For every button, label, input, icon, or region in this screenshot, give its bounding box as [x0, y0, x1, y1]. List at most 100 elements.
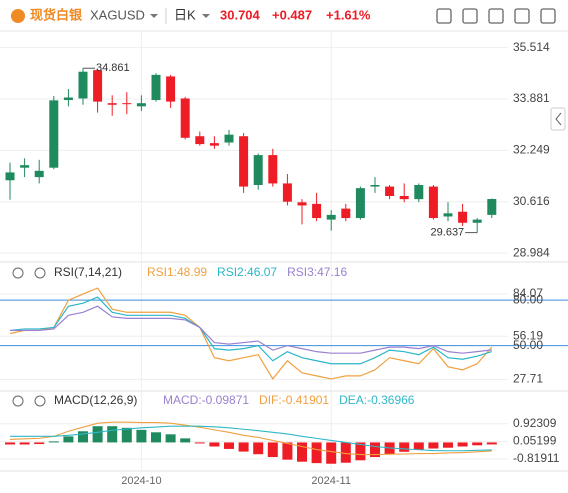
y-tick-label: 35.514	[513, 40, 550, 54]
candle-body	[312, 203, 322, 219]
macd-line	[10, 425, 492, 452]
logo-icon	[11, 9, 25, 23]
candle-body	[5, 172, 15, 181]
macd-bar	[399, 442, 410, 452]
macd-bar	[107, 426, 118, 443]
side-toggle[interactable]	[550, 107, 566, 131]
tool-icon[interactable]	[488, 8, 504, 24]
eye-icon[interactable]	[12, 395, 24, 407]
macd-bar	[457, 442, 468, 447]
macd-bar	[121, 427, 132, 443]
macd-bar	[297, 442, 307, 462]
candle-body	[355, 188, 365, 219]
candle-body	[63, 97, 73, 101]
header: 现货白银 XAGUSD 日K 30.704 +0.487 +1.61%	[0, 7, 568, 32]
tool-icon[interactable]	[462, 8, 478, 24]
candle-body	[224, 134, 234, 143]
candle-body	[151, 74, 161, 101]
macd-bar	[48, 441, 59, 443]
macd-bar	[311, 442, 322, 464]
macd-bar	[194, 442, 205, 444]
settings-icon[interactable]	[34, 395, 46, 407]
macd-bar	[92, 426, 103, 443]
annotation: 29.637	[431, 227, 465, 239]
macd-bar	[428, 442, 439, 449]
y-tick-label: 30.616	[513, 194, 550, 208]
macd-bar	[326, 442, 337, 464]
settings-icon[interactable]	[34, 267, 46, 279]
macd-bar	[209, 442, 220, 447]
macd-bar	[19, 442, 30, 445]
candle-body	[180, 98, 190, 138]
macd-bar	[355, 442, 366, 461]
macd-bar	[413, 442, 424, 450]
macd-bar	[486, 442, 497, 445]
macd-bar	[78, 431, 88, 443]
logo-text: 现货白银	[30, 7, 83, 22]
y-tick-label: 27.71	[513, 372, 543, 386]
macd-header: MACD(12,26,9)	[12, 393, 137, 407]
panel-title: RSI(7,14,21)	[54, 265, 122, 279]
x-tick-label: 2024-11	[311, 475, 351, 487]
fullscreen-icon[interactable]	[540, 8, 556, 24]
candle-body	[107, 103, 117, 105]
candle-body	[326, 214, 336, 220]
period[interactable]: 日K	[174, 7, 196, 22]
macd-bar	[224, 442, 234, 449]
candle-body	[93, 70, 103, 102]
candle-body	[472, 219, 482, 223]
symbol[interactable]: XAGUSD	[90, 7, 145, 22]
eye-icon[interactable]	[12, 267, 24, 279]
candle-body	[239, 136, 249, 187]
tool-icon[interactable]	[514, 8, 530, 24]
macd-bar	[340, 442, 351, 463]
dropdown-arrow[interactable]	[150, 14, 158, 18]
candle-body	[458, 211, 468, 223]
candle-body	[282, 183, 292, 202]
candle-body	[268, 155, 278, 184]
y-tick-label: 32.249	[513, 143, 550, 157]
rsi-line	[9, 296, 492, 365]
macd-bar	[282, 442, 293, 460]
candle-body	[34, 170, 44, 178]
legend-entry: RSI3:47.16	[287, 265, 347, 279]
x-tick-label: 2024-10	[121, 475, 161, 487]
candle-body	[487, 199, 497, 215]
candle-body	[297, 202, 307, 206]
y-tick-label: 80.00	[513, 292, 543, 306]
candle-body	[78, 71, 88, 99]
candle-body	[253, 155, 263, 185]
candle-body	[341, 208, 351, 219]
legend-entry: RSI1:48.99	[147, 265, 207, 279]
legend-entry: RSI2:46.07	[217, 265, 277, 279]
marks	[5, 68, 497, 464]
candle-body	[399, 196, 409, 200]
macd-bar	[253, 442, 264, 455]
legend-entry: DIF:-0.41901	[259, 393, 329, 407]
candle-body	[209, 143, 219, 146]
price: 30.704	[220, 7, 261, 22]
candle-body	[166, 76, 176, 102]
y-tick-label: 0.05199	[513, 434, 557, 448]
candle-body	[20, 165, 30, 168]
legend-entry: MACD:-0.09871	[163, 393, 249, 407]
macd-bar	[443, 442, 453, 448]
y-tick-label: 28.984	[513, 245, 550, 259]
y-tick-label: 0.92309	[513, 416, 557, 430]
candle-body	[443, 213, 453, 217]
candle-body	[370, 184, 380, 187]
change-pct: +1.61%	[326, 7, 371, 22]
dropdown-arrow[interactable]	[202, 14, 210, 18]
macd-line	[9, 421, 492, 456]
change: +0.487	[272, 7, 312, 22]
candle-body	[122, 103, 132, 105]
y-tick-label: 50.00	[513, 338, 543, 352]
macd-bar	[63, 436, 74, 443]
candle-body	[49, 100, 59, 168]
macd-bar	[5, 442, 15, 445]
y-tick-label: 56.19	[513, 328, 543, 342]
macd-bar	[34, 442, 45, 445]
candle-body	[195, 136, 205, 145]
tool-icon[interactable]	[436, 8, 452, 24]
legend-entry: DEA:-0.36966	[339, 393, 415, 407]
